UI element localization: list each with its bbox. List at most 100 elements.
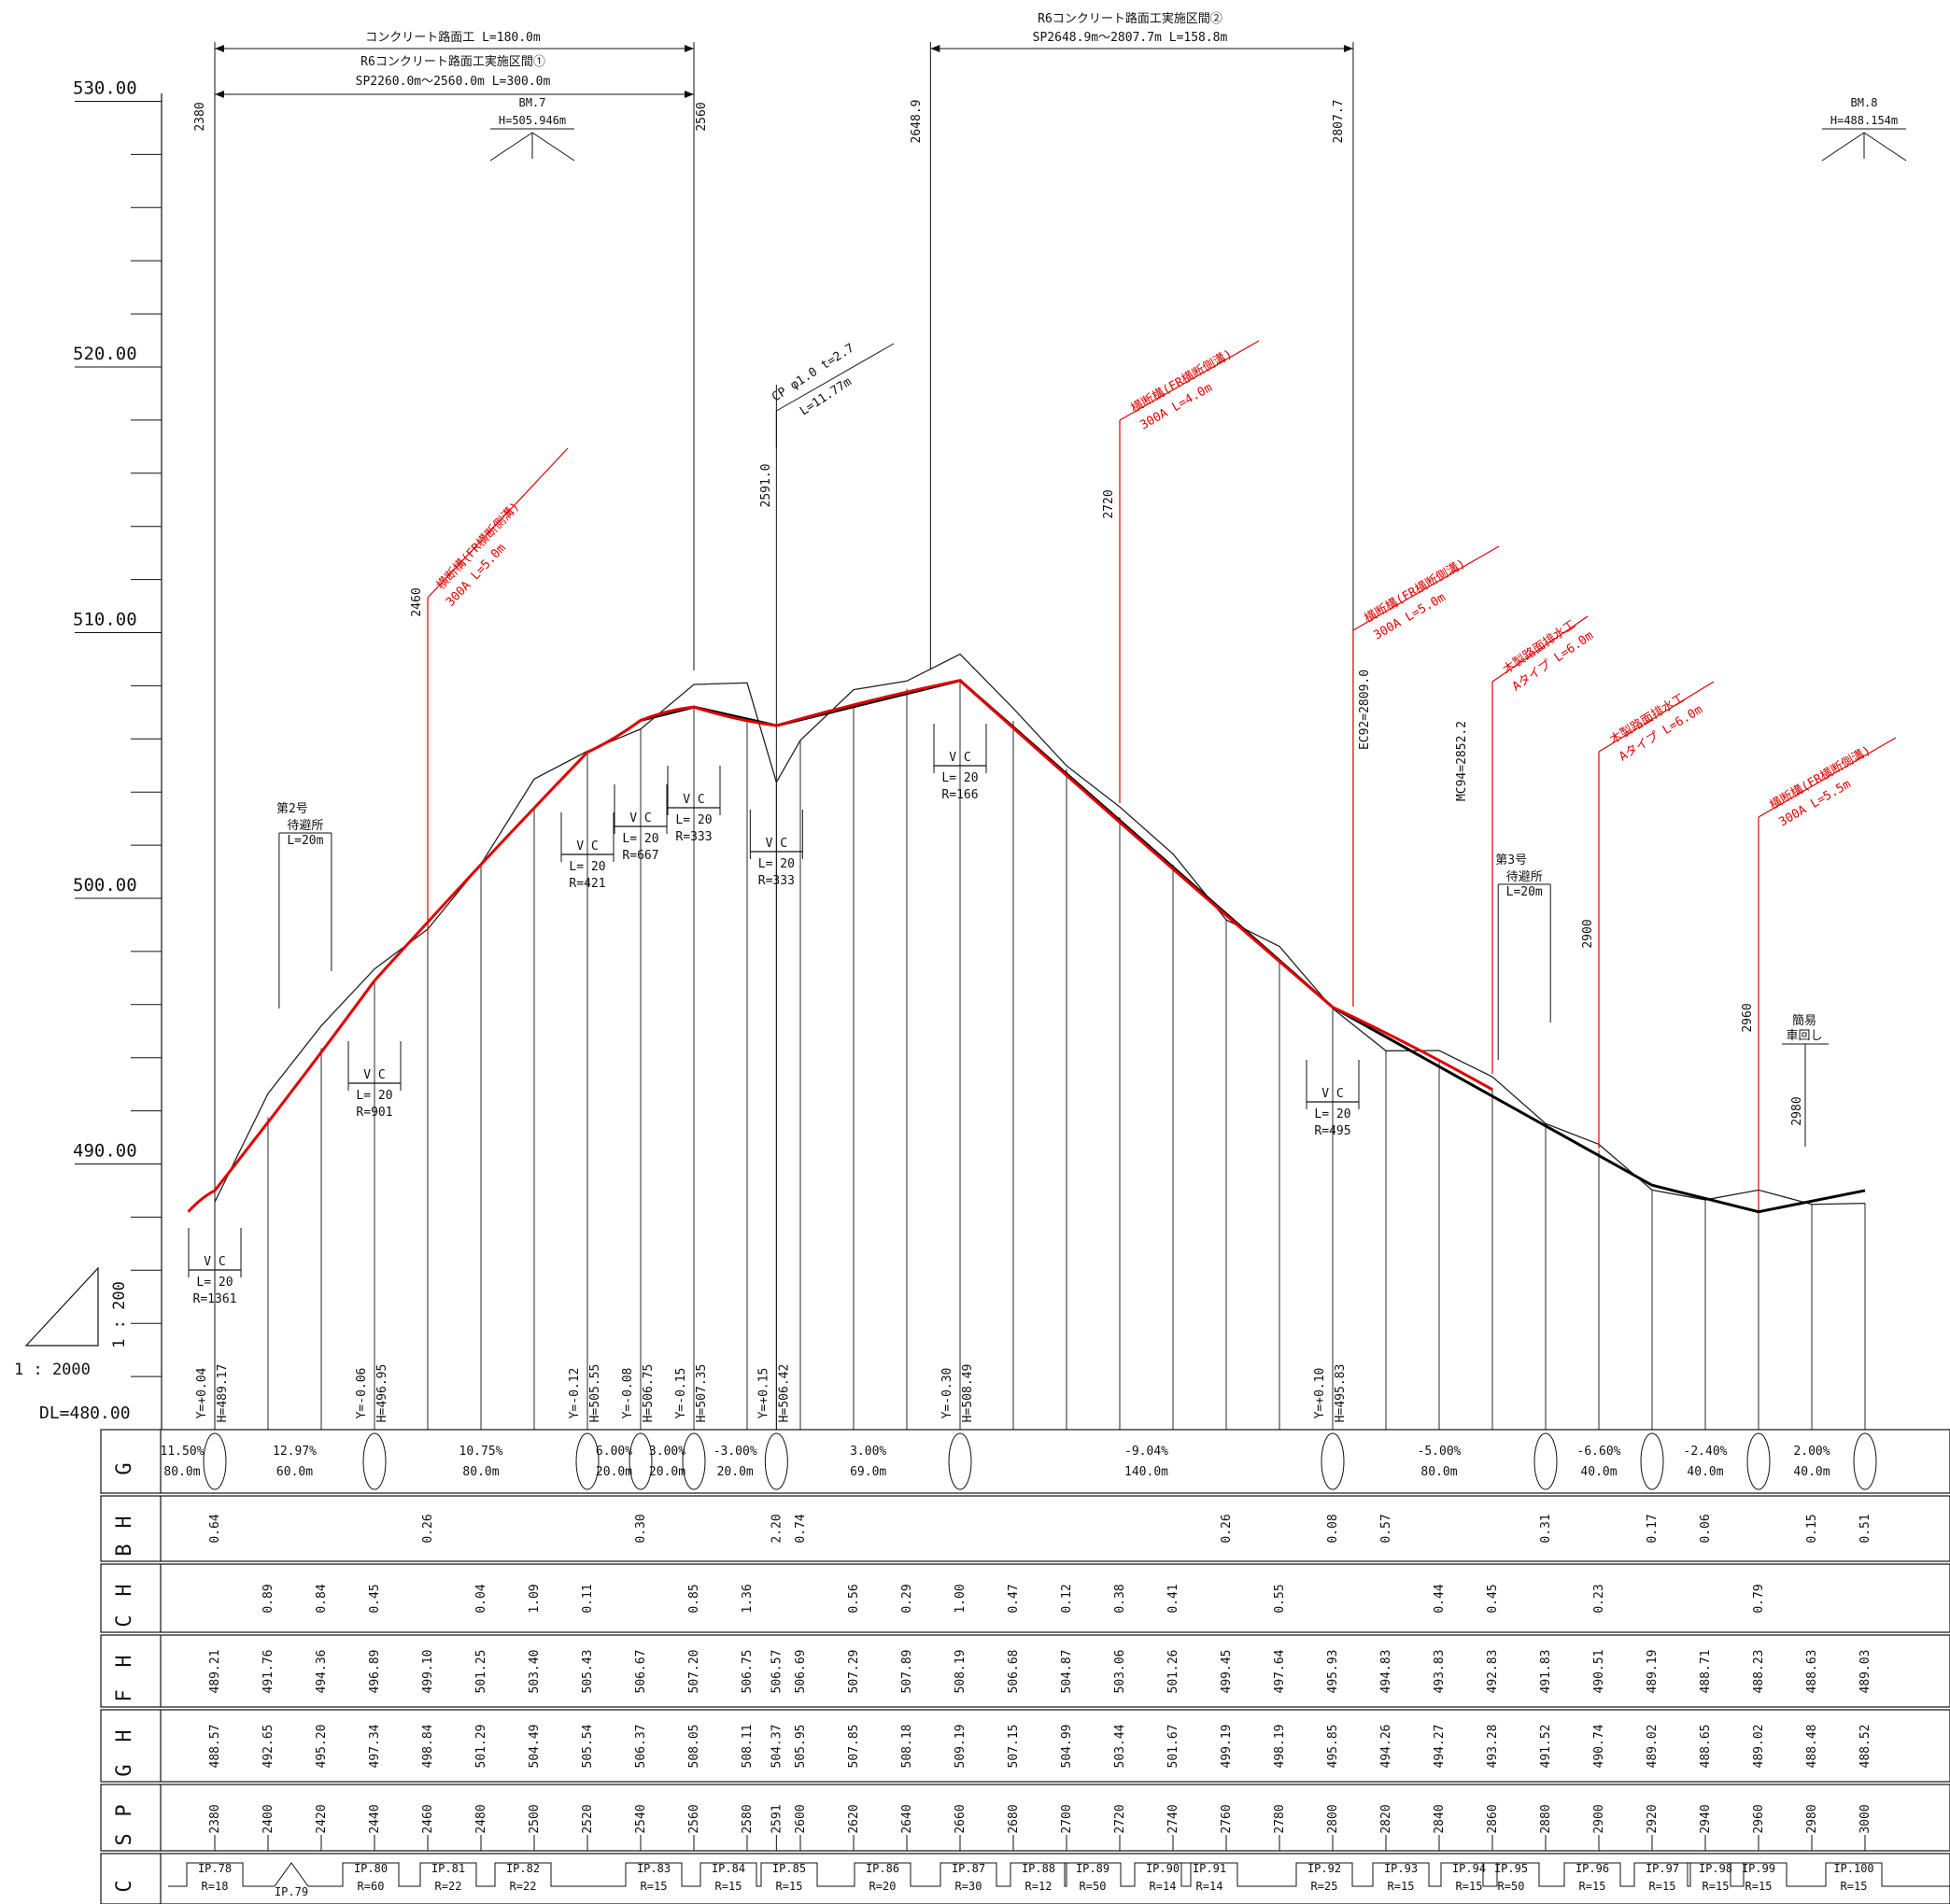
grade-percent: -5.00%	[1418, 1445, 1462, 1459]
elevation-label: 530.00	[73, 78, 137, 99]
hc-value: 0.12	[1060, 1584, 1074, 1613]
station-value: 2660	[954, 1804, 968, 1833]
ip-label: IP.91	[1193, 1862, 1226, 1875]
shelter-kind: 待避所	[1506, 870, 1543, 884]
vc-radius: R=333	[758, 874, 795, 888]
gh-value: 493.28	[1486, 1725, 1500, 1769]
vertical-scale: 1 : 200	[110, 1281, 129, 1348]
gh-value: 488.65	[1699, 1725, 1713, 1769]
station-mark: 2460	[410, 587, 424, 616]
station-value: 2500	[528, 1804, 542, 1833]
fh-value: 507.20	[687, 1650, 701, 1694]
section-label: R6コンクリート路面工実施区間①	[360, 54, 545, 69]
pvi-ellipse	[362, 1432, 387, 1490]
grade-percent: 2.00%	[1793, 1445, 1830, 1459]
gh-value: 506.37	[634, 1725, 648, 1769]
hc-value: 0.79	[1752, 1584, 1766, 1613]
row-label: F	[113, 1689, 136, 1701]
callout-leader	[1491, 615, 1589, 683]
benchmark-name: BM.7	[519, 96, 546, 109]
station-value: 2480	[474, 1804, 488, 1833]
pvi-h: H=495.83	[1334, 1364, 1348, 1423]
station-value: 2860	[1486, 1804, 1500, 1833]
ip-radius: R=15	[1649, 1880, 1676, 1893]
station-value: 2680	[1007, 1804, 1021, 1833]
hb-value: 0.74	[794, 1514, 808, 1543]
row-label: S	[113, 1833, 136, 1845]
ip-radius: R=50	[1498, 1880, 1525, 1893]
row-label: G	[113, 1462, 136, 1474]
pvi-ellipse	[1853, 1432, 1877, 1490]
hc-value: 0.38	[1113, 1584, 1127, 1613]
hb-value: 0.08	[1326, 1514, 1340, 1543]
grade-length: 40.0m	[1687, 1465, 1723, 1479]
benchmark-height: H=488.154m	[1830, 114, 1898, 127]
ip-label: IP.88	[1022, 1862, 1055, 1875]
row-label: B	[113, 1544, 136, 1556]
fh-value: 506.67	[634, 1650, 648, 1694]
station-value: 2720	[1113, 1804, 1127, 1833]
hb-value: 0.51	[1858, 1514, 1872, 1543]
vc-label: V C	[683, 793, 704, 807]
pvi-y: Y=-0.30	[940, 1368, 954, 1419]
grade-percent: 3.00%	[649, 1445, 685, 1459]
vc-length: L= 20	[1314, 1107, 1350, 1121]
station-value: 2380	[208, 1804, 222, 1833]
section-label: R6コンクリート路面工実施区間②	[1038, 11, 1222, 26]
fh-value: 497.64	[1273, 1649, 1287, 1693]
hc-value: 0.44	[1433, 1584, 1447, 1613]
fh-value: 507.29	[847, 1650, 861, 1694]
elevation-label: 520.00	[73, 344, 137, 364]
ip-radius: R=14	[1150, 1880, 1177, 1893]
station-value: 2420	[315, 1804, 329, 1833]
pvi-ellipse	[1746, 1432, 1771, 1490]
row-label: H	[113, 1655, 136, 1667]
vc-length: L= 20	[569, 860, 605, 874]
grade-percent: 11.50%	[161, 1445, 205, 1459]
hb-value: 0.17	[1646, 1514, 1660, 1543]
callout-leader	[1758, 737, 1897, 818]
datum-label: DL=480.00	[39, 1403, 131, 1423]
fh-value: 494.36	[315, 1650, 329, 1694]
ip-radius: R=15	[1703, 1880, 1730, 1893]
turnaround-label: 車回し	[1786, 1029, 1822, 1043]
vc-length: L= 20	[356, 1089, 392, 1103]
grade-percent: 6.00%	[596, 1445, 632, 1459]
ip-label: IP.82	[506, 1862, 540, 1875]
hb-value: 0.26	[1220, 1514, 1234, 1543]
station-mark: 2648.9	[910, 100, 924, 144]
ip-radius: R=15	[1579, 1880, 1606, 1893]
ip-label: IP.98	[1699, 1862, 1732, 1875]
grade-length: 40.0m	[1793, 1465, 1830, 1479]
gh-value: 508.05	[687, 1725, 701, 1769]
fh-value: 489.21	[208, 1650, 222, 1694]
ip-label: IP.95	[1494, 1862, 1528, 1875]
fh-value: 489.03	[1858, 1650, 1872, 1694]
grade-length: 20.0m	[649, 1465, 685, 1479]
gh-value: 504.99	[1060, 1725, 1074, 1769]
ip-label: IP.99	[1742, 1862, 1775, 1875]
table-row	[100, 1429, 1950, 1494]
pvi-h: H=506.75	[642, 1364, 656, 1423]
gh-value: 503.44	[1113, 1724, 1127, 1768]
station-mark: 2720	[1102, 489, 1116, 518]
hc-value: 1.00	[954, 1584, 968, 1613]
ip-radius: R=30	[955, 1880, 982, 1893]
gh-value: 499.19	[1220, 1725, 1234, 1769]
gh-value: 495.85	[1326, 1725, 1340, 1769]
fh-value: 506.68	[1007, 1650, 1021, 1694]
benchmark-name: BM.8	[1851, 96, 1878, 109]
pvi-y: Y=+0.10	[1313, 1368, 1327, 1419]
grade-length: 40.0m	[1580, 1465, 1617, 1479]
table-row	[100, 1634, 1950, 1708]
fh-value: 503.06	[1113, 1650, 1127, 1694]
gh-value: 494.26	[1379, 1725, 1393, 1769]
grade-length: 80.0m	[163, 1465, 200, 1479]
ip-label: IP.93	[1384, 1862, 1418, 1875]
ground-line	[214, 653, 1866, 1206]
hb-value: 0.15	[1805, 1514, 1819, 1543]
elevation-label: 490.00	[73, 1141, 137, 1162]
fh-value: 505.43	[581, 1650, 595, 1694]
row-label: H	[113, 1516, 136, 1528]
